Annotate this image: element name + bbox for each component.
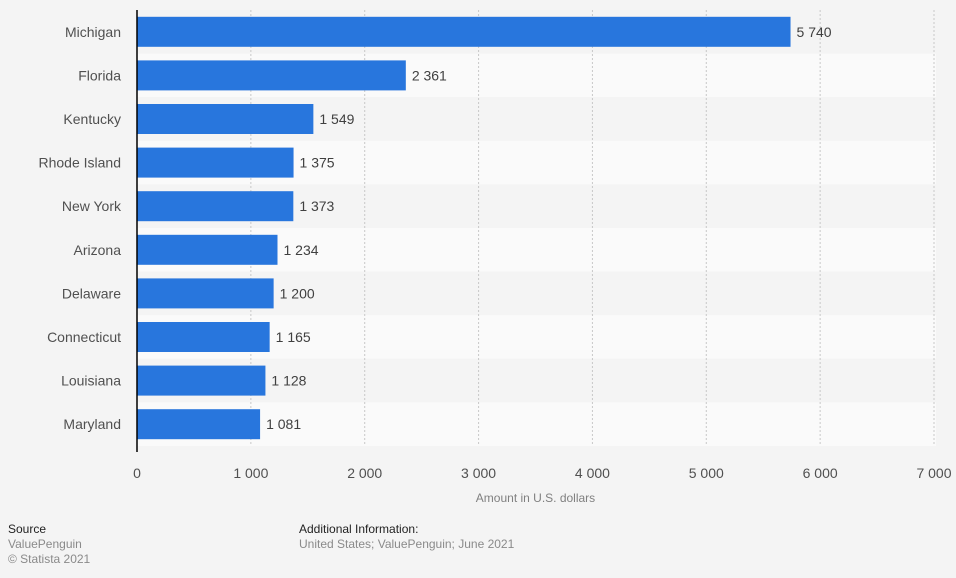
additional-info-block: Additional Information: United States; V… xyxy=(299,522,514,552)
x-tick-label: 5 000 xyxy=(689,465,724,481)
copyright: © Statista 2021 xyxy=(8,552,91,566)
value-label: 1 128 xyxy=(271,373,306,389)
value-label: 1 549 xyxy=(319,111,354,127)
row-band xyxy=(137,402,936,446)
x-tick-label: 7 000 xyxy=(916,465,951,481)
category-label: Michigan xyxy=(65,24,121,40)
x-tick-label: 3 000 xyxy=(461,465,496,481)
source-name[interactable]: ValuePenguin xyxy=(8,537,82,551)
bars xyxy=(137,16,791,440)
x-tick-labels: 0 1 000 2 000 3 000 4 000 5 000 6 000 7 000 xyxy=(133,465,952,481)
value-label: 1 234 xyxy=(283,242,318,258)
source-block: Source ValuePenguin © Statista 2021 xyxy=(8,522,90,567)
bar-chart: Michigan Florida Kentucky Rhode Island New Y… xyxy=(38,10,952,505)
category-label: Kentucky xyxy=(63,111,121,127)
additional-info-heading: Additional Information: xyxy=(299,522,419,536)
bar xyxy=(137,147,294,178)
value-labels: 5 740 2 361 1 549 1 375 1 373 1 234 1 200 1 165… xyxy=(266,24,832,432)
x-tick-label: 2 000 xyxy=(347,465,382,481)
bar xyxy=(137,409,261,440)
value-label: 1 200 xyxy=(280,285,315,301)
bar xyxy=(137,16,791,47)
bar xyxy=(137,191,294,222)
bar xyxy=(137,60,406,91)
category-labels: Michigan Florida Kentucky Rhode Island New Y… xyxy=(38,24,122,432)
category-label: Maryland xyxy=(63,416,121,432)
bar xyxy=(137,278,274,309)
category-label: Arizona xyxy=(74,242,122,258)
value-label: 1 375 xyxy=(300,155,335,171)
category-label: Louisiana xyxy=(61,373,121,389)
x-tick-label: 1 000 xyxy=(233,465,268,481)
value-label: 5 740 xyxy=(797,24,832,40)
category-label: Delaware xyxy=(62,285,121,301)
additional-info-text: United States; ValuePenguin; June 2021 xyxy=(299,537,515,551)
category-label: Connecticut xyxy=(47,329,121,345)
x-tick-label: 6 000 xyxy=(803,465,838,481)
value-label: 2 361 xyxy=(412,67,447,83)
category-label: Rhode Island xyxy=(38,155,121,171)
value-label: 1 081 xyxy=(266,416,301,432)
category-label: Florida xyxy=(78,67,121,83)
row-band xyxy=(137,358,936,403)
bar xyxy=(137,104,314,134)
category-label: New York xyxy=(62,198,122,214)
x-axis-title: Amount in U.S. dollars xyxy=(476,491,595,505)
source-heading: Source xyxy=(8,522,47,536)
value-label: 1 373 xyxy=(299,198,334,214)
row-band xyxy=(137,315,936,359)
bar xyxy=(137,234,278,265)
bar xyxy=(137,365,266,396)
value-label: 1 165 xyxy=(276,329,311,345)
x-tick-label: 0 xyxy=(133,465,141,481)
bar xyxy=(137,322,270,352)
x-tick-label: 4 000 xyxy=(575,465,610,481)
